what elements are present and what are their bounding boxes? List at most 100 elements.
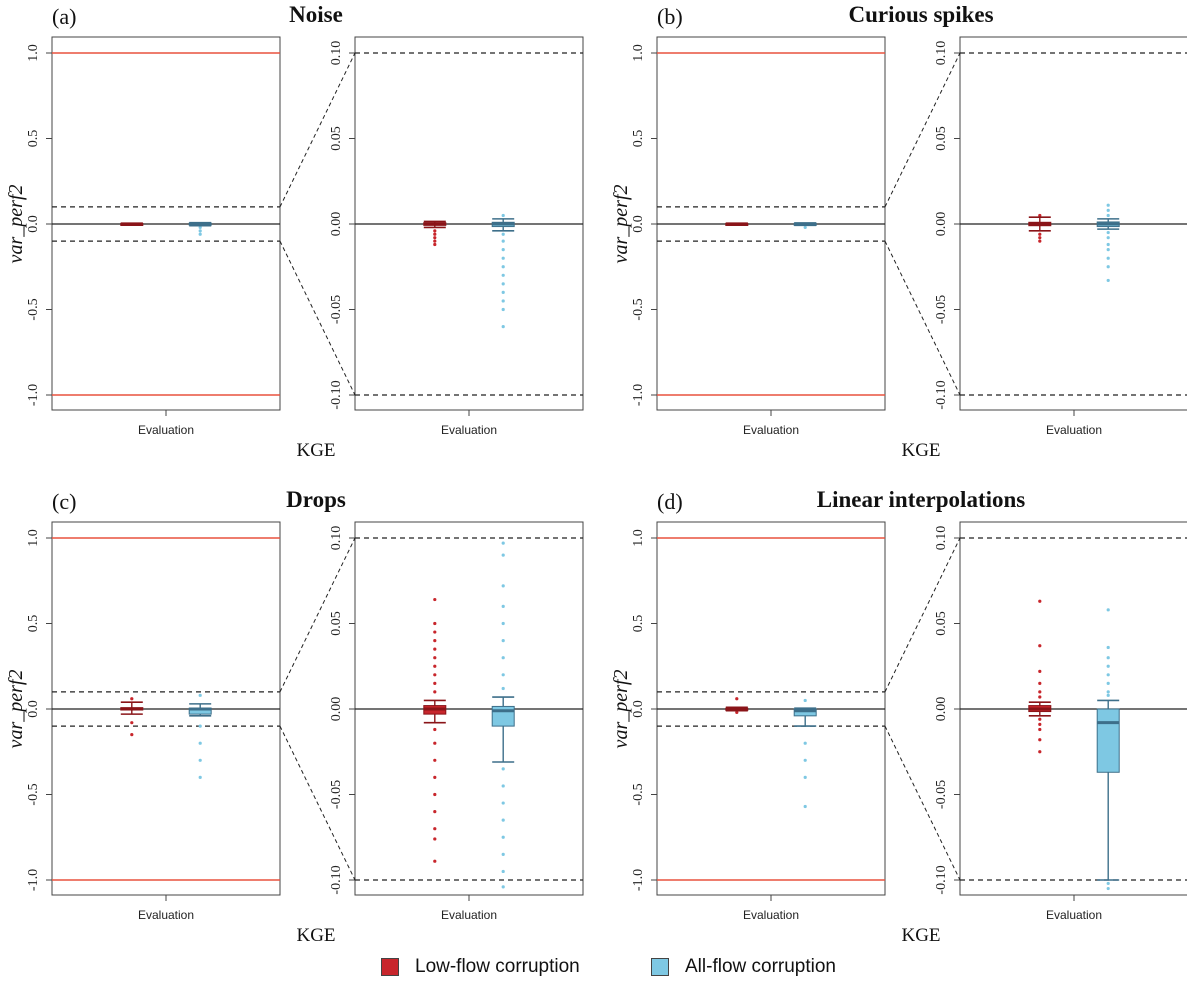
right-outlier-all-flow bbox=[1106, 645, 1110, 650]
y-tick-label: -0.10 bbox=[329, 380, 344, 409]
right-outlier-low-flow bbox=[1038, 232, 1042, 236]
right-outlier-all-flow bbox=[501, 673, 505, 677]
right-outlier-all-flow bbox=[1106, 203, 1110, 207]
right-outlier-all-flow bbox=[501, 325, 505, 329]
right-outlier-all-flow bbox=[1106, 673, 1110, 677]
zoom-connector bbox=[279, 52, 356, 208]
right-box-all-flow bbox=[1096, 708, 1120, 773]
y-tick-label: -0.05 bbox=[329, 780, 344, 809]
y-tick-label: -1.0 bbox=[631, 869, 646, 891]
y-tick-label: -0.5 bbox=[631, 783, 646, 805]
right-outlier-all-flow bbox=[501, 273, 505, 277]
legend: Low-flow corruption All-flow corruption bbox=[0, 953, 1187, 983]
x-tick-label: Evaluation bbox=[1046, 908, 1102, 922]
right-outlier-all-flow bbox=[501, 852, 505, 856]
left-outlier-all-flow bbox=[803, 225, 807, 230]
y-tick-label: -0.5 bbox=[631, 298, 646, 320]
zoom-connector bbox=[279, 537, 356, 693]
right-outlier-all-flow bbox=[1106, 278, 1110, 283]
right-outlier-low-flow bbox=[433, 647, 437, 651]
right-outlier-all-flow bbox=[501, 835, 505, 839]
right-outlier-low-flow bbox=[433, 630, 437, 634]
left-outlier-all-flow bbox=[198, 229, 202, 233]
y-tick-label: 0.05 bbox=[329, 611, 344, 636]
left-outlier-low-flow bbox=[130, 733, 134, 737]
y-tick-label: 1.0 bbox=[26, 44, 41, 62]
y-axis-label: var_perf2 bbox=[5, 185, 27, 264]
left-outlier-all-flow bbox=[198, 758, 202, 762]
right-outlier-all-flow bbox=[501, 307, 505, 312]
left-outlier-all-flow bbox=[803, 698, 807, 703]
y-tick-label: 0.0 bbox=[631, 700, 646, 718]
x-tick-label: Evaluation bbox=[743, 423, 799, 437]
right-outlier-low-flow bbox=[433, 758, 437, 762]
panel-label: (c) bbox=[52, 489, 76, 514]
left-outlier-all-flow bbox=[803, 758, 807, 762]
y-tick-label: 0.10 bbox=[934, 41, 949, 66]
y-tick-label: -0.05 bbox=[934, 295, 949, 324]
right-outlier-low-flow bbox=[433, 621, 437, 626]
right-outlier-low-flow bbox=[1038, 236, 1042, 240]
y-axis-label: var_perf2 bbox=[610, 670, 632, 749]
right-outlier-low-flow bbox=[1038, 239, 1042, 243]
zoom-connector bbox=[279, 240, 356, 396]
y-tick-label: 0.0 bbox=[26, 215, 41, 233]
y-tick-label: 0.00 bbox=[329, 212, 344, 237]
right-outlier-all-flow bbox=[501, 232, 505, 236]
y-tick-label: 0.5 bbox=[26, 130, 41, 148]
right-outlier-all-flow bbox=[1106, 881, 1110, 886]
right-outlier-all-flow bbox=[501, 686, 505, 691]
panel-label: (d) bbox=[657, 489, 683, 514]
right-outlier-all-flow bbox=[501, 541, 505, 545]
right-outlier-all-flow bbox=[501, 239, 505, 243]
right-outlier-low-flow bbox=[433, 639, 437, 643]
x-tick-label: Evaluation bbox=[138, 423, 194, 437]
x-tick-label: Evaluation bbox=[743, 908, 799, 922]
y-tick-label: -0.05 bbox=[934, 780, 949, 809]
right-outlier-low-flow bbox=[433, 232, 437, 236]
right-outlier-all-flow bbox=[501, 869, 505, 874]
legend-swatch-low-flow bbox=[381, 958, 399, 976]
right-outlier-low-flow bbox=[1038, 695, 1042, 699]
y-tick-label: 0.05 bbox=[934, 611, 949, 636]
right-outlier-all-flow bbox=[501, 213, 505, 218]
right-outlier-low-flow bbox=[1038, 750, 1042, 754]
y-tick-label: 0.5 bbox=[631, 130, 646, 148]
y-tick-label: 0.0 bbox=[26, 700, 41, 718]
right-outlier-low-flow bbox=[1038, 717, 1042, 721]
right-outlier-low-flow bbox=[1038, 738, 1042, 742]
y-tick-label: -0.5 bbox=[26, 298, 41, 320]
right-outlier-all-flow bbox=[501, 584, 505, 588]
zoom-connector bbox=[884, 725, 961, 881]
right-outlier-all-flow bbox=[501, 801, 505, 805]
right-outlier-all-flow bbox=[1106, 256, 1110, 260]
panel-title: Drops bbox=[286, 487, 346, 512]
y-axis-label: var_perf2 bbox=[5, 670, 27, 749]
right-outlier-low-flow bbox=[433, 775, 437, 779]
right-outlier-all-flow bbox=[1106, 208, 1110, 212]
right-outlier-all-flow bbox=[501, 299, 505, 303]
right-outlier-low-flow bbox=[433, 727, 437, 732]
panel-a: (a) Noise 1.0 0.5 0.0 -0.5 -1.0 Evaluation var_p… bbox=[5, 2, 584, 461]
right-outlier-all-flow bbox=[1106, 886, 1110, 891]
right-outlier-all-flow bbox=[1106, 213, 1110, 218]
right-outlier-low-flow bbox=[433, 236, 437, 240]
right-outlier-all-flow bbox=[1106, 693, 1110, 697]
right-outlier-all-flow bbox=[501, 818, 505, 822]
right-outlier-low-flow bbox=[433, 656, 437, 660]
y-tick-label: -1.0 bbox=[26, 384, 41, 406]
left-outlier-all-flow bbox=[803, 804, 807, 809]
y-tick-label: 0.10 bbox=[329, 526, 344, 551]
right-outlier-low-flow bbox=[433, 664, 437, 668]
y-tick-label: 0.10 bbox=[329, 41, 344, 66]
y-tick-label: -0.10 bbox=[934, 380, 949, 409]
left-outlier-low-flow bbox=[130, 721, 134, 725]
x-axis-label: KGE bbox=[901, 925, 940, 946]
panel-label: (b) bbox=[657, 4, 683, 29]
right-outlier-all-flow bbox=[1106, 656, 1110, 660]
x-tick-label: Evaluation bbox=[1046, 423, 1102, 437]
right-outlier-all-flow bbox=[501, 784, 505, 788]
left-outlier-all-flow bbox=[198, 741, 202, 745]
legend-label-low-flow: Low-flow corruption bbox=[415, 956, 580, 977]
right-outlier-all-flow bbox=[501, 604, 505, 608]
